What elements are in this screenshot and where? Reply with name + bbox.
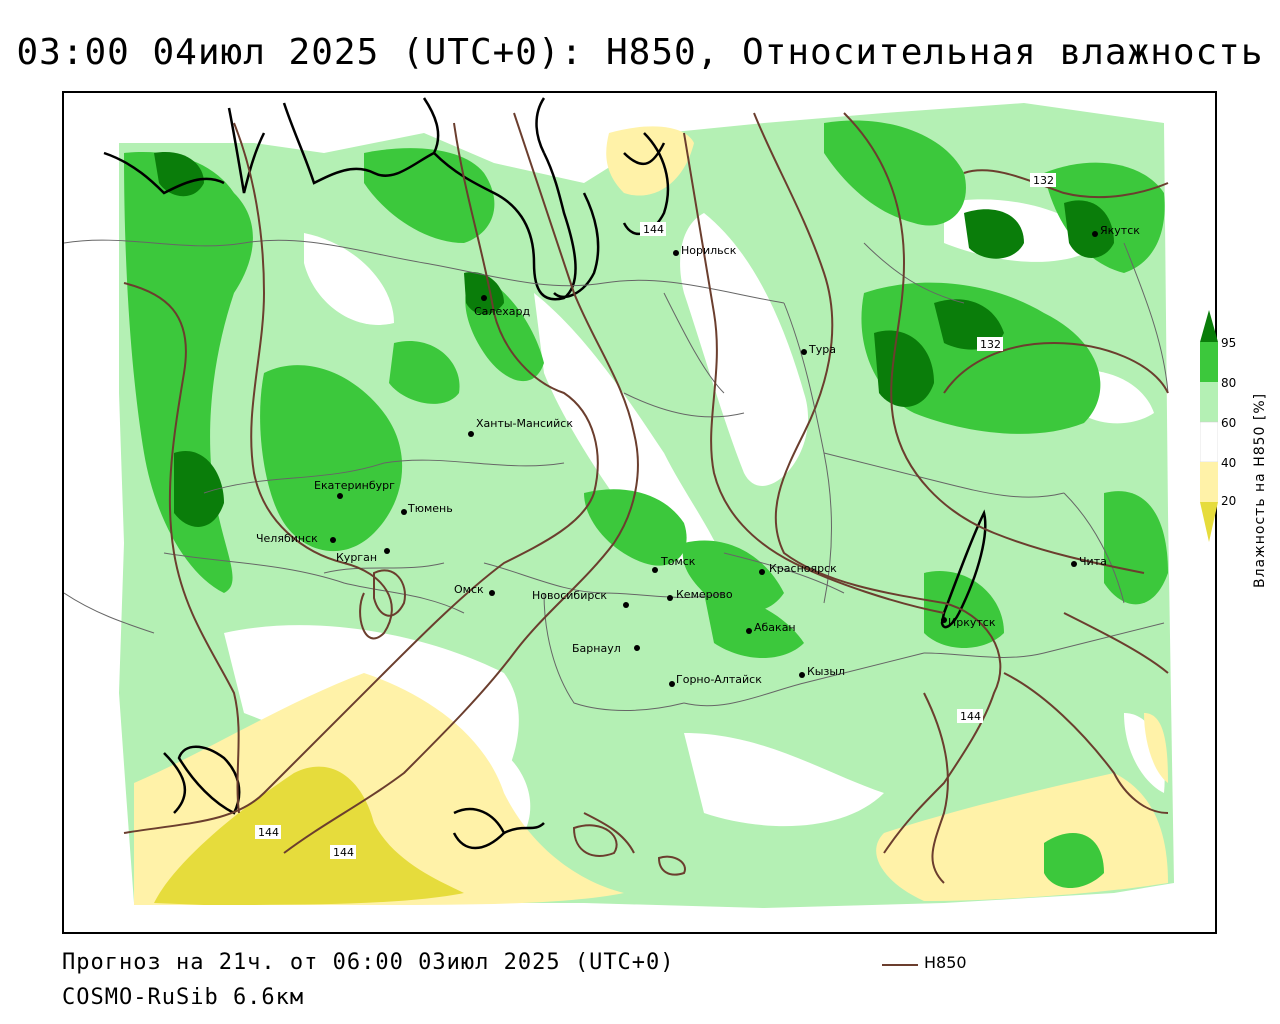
isoline-labels: 144 132 132 144 144 144 <box>255 173 1056 859</box>
city-chita: Чита <box>1071 555 1107 568</box>
colorbar-title: Влажность на H850 [%] <box>1252 392 1268 588</box>
svg-text:Абакан: Абакан <box>754 621 796 634</box>
coastline-layer <box>103 97 987 850</box>
svg-text:Тюмень: Тюмень <box>407 502 453 515</box>
isoline-label-144-north: 144 <box>643 223 664 236</box>
city-abakan: Абакан <box>746 621 796 634</box>
svg-text:Чита: Чита <box>1079 555 1107 568</box>
city-kurgan: Курган <box>336 548 390 564</box>
svg-text:Ханты-Мансийск: Ханты-Мансийск <box>476 417 573 430</box>
colorbar-tick-95: 95 <box>1221 336 1237 350</box>
humidity-map: 144 132 132 144 144 144 Салехард Норильс… <box>64 97 1174 908</box>
colorbar-tick-40: 40 <box>1221 456 1237 470</box>
city-gorno-altaysk: Горно-Алтайск <box>669 673 762 687</box>
svg-text:Салехард: Салехард <box>474 305 530 318</box>
svg-text:Барнаул: Барнаул <box>572 642 621 655</box>
svg-text:Иркутск: Иркутск <box>948 616 996 629</box>
colorbar-tick-80: 80 <box>1221 376 1237 390</box>
city-irkutsk: Иркутск <box>941 616 996 629</box>
city-norilsk: Норильск <box>673 244 737 257</box>
svg-text:Красноярск: Красноярск <box>769 562 837 575</box>
svg-text:Горно-Алтайск: Горно-Алтайск <box>676 673 762 686</box>
svg-text:Омск: Омск <box>454 583 484 596</box>
forecast-info: Прогноз на 21ч. от 06:00 03июл 2025 (UTC… <box>62 950 675 975</box>
city-khanty-mansiysk: Ханты-Мансийск <box>468 417 573 437</box>
svg-text:Якутск: Якутск <box>1100 224 1140 237</box>
svg-text:Екатеринбург: Екатеринбург <box>314 479 395 492</box>
city-novosibirsk: Новосибирск <box>532 589 629 608</box>
isoline-label-132-east: 132 <box>980 338 1001 351</box>
humidity-fill-layer <box>119 103 1174 908</box>
city-barnaul: Барнаул <box>572 642 640 655</box>
city-kyzyl: Кызыл <box>799 665 845 678</box>
map-title: 03:00 04июл 2025 (UTC+0): H850, Относите… <box>16 32 1264 73</box>
svg-text:Кызыл: Кызыл <box>807 665 845 678</box>
svg-text:Челябинск: Челябинск <box>256 532 318 545</box>
colorbar-tick-20: 20 <box>1221 494 1237 508</box>
city-markers: Салехард Норильск Якутск Тура Ханты-Манс… <box>256 224 1140 687</box>
model-info: COSMO-RuSib 6.6км <box>62 985 305 1010</box>
svg-text:Кемерово: Кемерово <box>676 588 733 601</box>
colorbar-tick-60: 60 <box>1221 416 1237 430</box>
city-yakutsk: Якутск <box>1092 224 1140 237</box>
city-chelyabinsk: Челябинск <box>256 532 336 545</box>
city-yekaterinburg: Екатеринбург <box>314 479 395 499</box>
isoline-label-144-south: 144 <box>333 846 354 859</box>
svg-text:Норильск: Норильск <box>681 244 737 257</box>
svg-text:Курган: Курган <box>336 551 377 564</box>
city-tomsk: Томск <box>652 555 696 573</box>
svg-text:Томск: Томск <box>660 555 696 568</box>
city-tyumen: Тюмень <box>401 502 453 515</box>
isoline-label-132-northeast: 132 <box>1033 174 1054 187</box>
isoline-label-144-southwest: 144 <box>258 826 279 839</box>
city-salekhard: Салехард <box>474 295 530 318</box>
svg-text:Тура: Тура <box>808 343 836 356</box>
humidity-colorbar <box>1200 310 1218 542</box>
city-kemerovo: Кемерово <box>667 588 733 601</box>
city-omsk: Омск <box>454 583 495 596</box>
h850-legend-label: H850 <box>924 953 967 972</box>
h850-legend-line <box>882 964 918 966</box>
city-krasnoyarsk: Красноярск <box>759 562 837 575</box>
h850-isolines <box>123 112 1169 884</box>
isoline-label-144-southeast: 144 <box>960 710 981 723</box>
map-panel: 144 132 132 144 144 144 Салехард Норильс… <box>62 91 1217 934</box>
svg-text:Новосибирск: Новосибирск <box>532 589 607 602</box>
borders-layer <box>64 239 1169 711</box>
city-tura: Тура <box>801 343 836 356</box>
